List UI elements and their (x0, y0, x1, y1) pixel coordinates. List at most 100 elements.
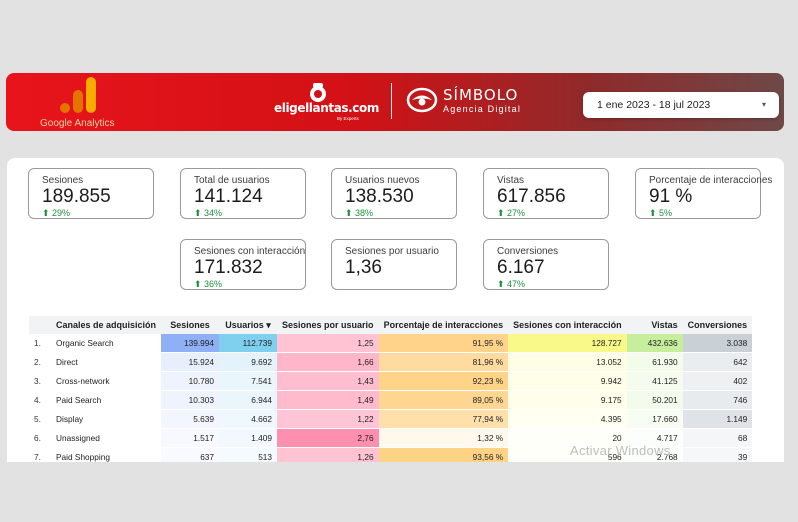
brand-wordmark: eligellantas.com (274, 101, 379, 115)
date-range-value: 1 ene 2023 - 18 jul 2023 (597, 99, 711, 111)
channel-name: Paid Shopping (51, 447, 162, 462)
row-index: 5. (29, 409, 51, 429)
cell-pct: 92,23 % (378, 371, 509, 391)
row-index: 6. (29, 428, 51, 448)
column-header-porcentaje-interacciones[interactable]: Porcentaje de interacciones (378, 316, 509, 334)
kpi-change: ⬆ 29% (42, 208, 71, 218)
cell-sesiones: 139.994 (161, 334, 220, 353)
cell-conv: 3.038 (682, 334, 753, 353)
kpi-change: ⬆ 5% (649, 208, 673, 218)
channel-name: Cross-network (51, 371, 162, 391)
cell-swi: 4.395 (508, 409, 627, 429)
cell-conv: 68 (682, 428, 753, 448)
table-row[interactable]: 5. Display 5.639 4.662 1,22 77,94 % 4.395 17.66… (29, 409, 753, 429)
kpi-sesiones[interactable]: Sesiones 189.855 ⬆ 29% (28, 168, 154, 219)
channel-name: Unassigned (51, 428, 162, 448)
column-header-usuarios[interactable]: Usuarios ▾ (219, 316, 278, 334)
kpi-value: 189.855 (42, 186, 111, 207)
cell-spu: 1,22 (277, 409, 379, 429)
simbolo-logo-icon (406, 87, 438, 113)
kpi-change: ⬆ 34% (194, 208, 223, 218)
column-header-sesiones-por-usuario[interactable]: Sesiones por usuario (277, 316, 379, 334)
table-row[interactable]: 2. Direct 15.924 9.692 1,66 81,96 % 13.052 61.9… (29, 352, 753, 372)
kpi-change: ⬆ 27% (497, 208, 526, 218)
table-row[interactable]: 7. Paid Shopping 637 513 1,26 93,56 % 596 2.768… (29, 447, 753, 462)
cell-conv: 39 (682, 447, 753, 462)
kpi-change: ⬆ 47% (497, 279, 526, 289)
table-row[interactable]: 6. Unassigned 1.517 1.409 2,76 1,32 % 20 4.717 6… (29, 428, 753, 448)
kpi-conversiones[interactable]: Conversiones 6.167 ⬆ 47% (483, 239, 609, 290)
cell-usuarios: 1.409 (219, 428, 278, 448)
windows-activation-watermark: Activar Windows (570, 443, 671, 458)
kpi-label: Porcentaje de interacciones (649, 175, 773, 186)
cell-sesiones: 10.303 (161, 390, 220, 410)
kpi-value: 141.124 (194, 186, 263, 207)
channel-name: Display (51, 409, 162, 429)
kpi-value: 171.832 (194, 257, 263, 278)
row-index: 4. (29, 390, 51, 410)
cell-conv: 746 (682, 390, 753, 410)
cell-vistas: 432.636 (626, 334, 683, 353)
cell-usuarios: 513 (219, 447, 278, 462)
channel-name: Organic Search (51, 334, 162, 353)
column-header-sesiones-con-interaccion[interactable]: Sesiones con interacción (508, 316, 627, 334)
column-header-vistas[interactable]: Vistas (626, 316, 683, 334)
kpi-label: Usuarios nuevos (345, 175, 420, 186)
column-header-sesiones[interactable]: Sesiones (161, 316, 220, 334)
cell-conv: 402 (682, 371, 753, 391)
row-index: 2. (29, 352, 51, 372)
cell-vistas: 50.201 (626, 390, 683, 410)
cell-swi: 13.052 (508, 352, 627, 372)
cell-vistas: 17.660 (626, 409, 683, 429)
cell-pct: 81,96 % (378, 352, 509, 372)
kpi-usuarios-nuevos[interactable]: Usuarios nuevos 138.530 ⬆ 38% (331, 168, 457, 219)
agency-subtitle: Agencia Digital (443, 104, 522, 114)
column-header-conversiones[interactable]: Conversiones (682, 316, 753, 334)
table-row[interactable]: 4. Paid Search 10.303 6.944 1,49 89,05 % 9.175… (29, 390, 753, 410)
cell-swi: 9.175 (508, 390, 627, 410)
cell-conv: 1.149 (682, 409, 753, 429)
table-row[interactable]: 1. Organic Search 139.994 112.739 1,25 91,95 … (29, 334, 753, 353)
eligellantas-logo: eligellantas.com By Experts (274, 83, 379, 123)
kpi-change: ⬆ 38% (345, 208, 374, 218)
date-range-picker[interactable]: 1 ene 2023 - 18 jul 2023 ▾ (583, 92, 779, 118)
cell-conv: 642 (682, 352, 753, 372)
cell-pct: 93,56 % (378, 447, 509, 462)
cell-usuarios: 9.692 (219, 352, 278, 372)
cell-sesiones: 15.924 (161, 352, 220, 372)
cell-spu: 1,26 (277, 447, 379, 462)
kpi-change: ⬆ 36% (194, 279, 223, 289)
cell-spu: 2,76 (277, 428, 379, 448)
row-index: 3. (29, 371, 51, 391)
cell-sesiones: 5.639 (161, 409, 220, 429)
kpi-porcentaje-interacciones[interactable]: Porcentaje de interacciones 91 % ⬆ 5% (635, 168, 772, 219)
cell-swi: 9.942 (508, 371, 627, 391)
cell-usuarios: 112.739 (219, 334, 278, 353)
kpi-vistas[interactable]: Vistas 617.856 ⬆ 27% (483, 168, 609, 219)
cell-vistas: 41.125 (626, 371, 683, 391)
kpi-total-usuarios[interactable]: Total de usuarios 141.124 ⬆ 34% (180, 168, 306, 219)
row-index: 7. (29, 447, 51, 462)
header-divider (391, 83, 392, 119)
kpi-sesiones-interaccion[interactable]: Sesiones con interacción 171.832 ⬆ 36% (180, 239, 306, 290)
table-body: 1. Organic Search 139.994 112.739 1,25 91,95 … (29, 334, 753, 462)
cell-vistas: 61.930 (626, 352, 683, 372)
kpi-label: Conversiones (497, 246, 559, 257)
table-header-row: Canales de adquisición Sesiones Usuarios… (29, 316, 753, 334)
row-index: 1. (29, 334, 51, 353)
cell-vistas: 2.768 (626, 447, 683, 462)
google-analytics-label: Google Analytics (40, 118, 115, 129)
kpi-label: Total de usuarios (194, 175, 270, 186)
column-header-canales[interactable]: Canales de adquisición (51, 316, 162, 334)
cell-swi: 20 (508, 428, 627, 448)
cell-pct: 91,95 % (378, 334, 509, 353)
kpi-value: 91 % (649, 186, 693, 207)
chevron-down-icon: ▾ (761, 100, 766, 109)
header-index (29, 316, 51, 334)
cell-pct: 1,32 % (378, 428, 509, 448)
table-row[interactable]: 3. Cross-network 10.780 7.541 1,43 92,23 % 9.9… (29, 371, 753, 391)
kpi-label: Sesiones por usuario (345, 246, 439, 257)
kpi-sesiones-por-usuario[interactable]: Sesiones por usuario 1,36 (331, 239, 457, 290)
agency-name: SÍMBOLO (443, 86, 519, 104)
cell-usuarios: 6.944 (219, 390, 278, 410)
